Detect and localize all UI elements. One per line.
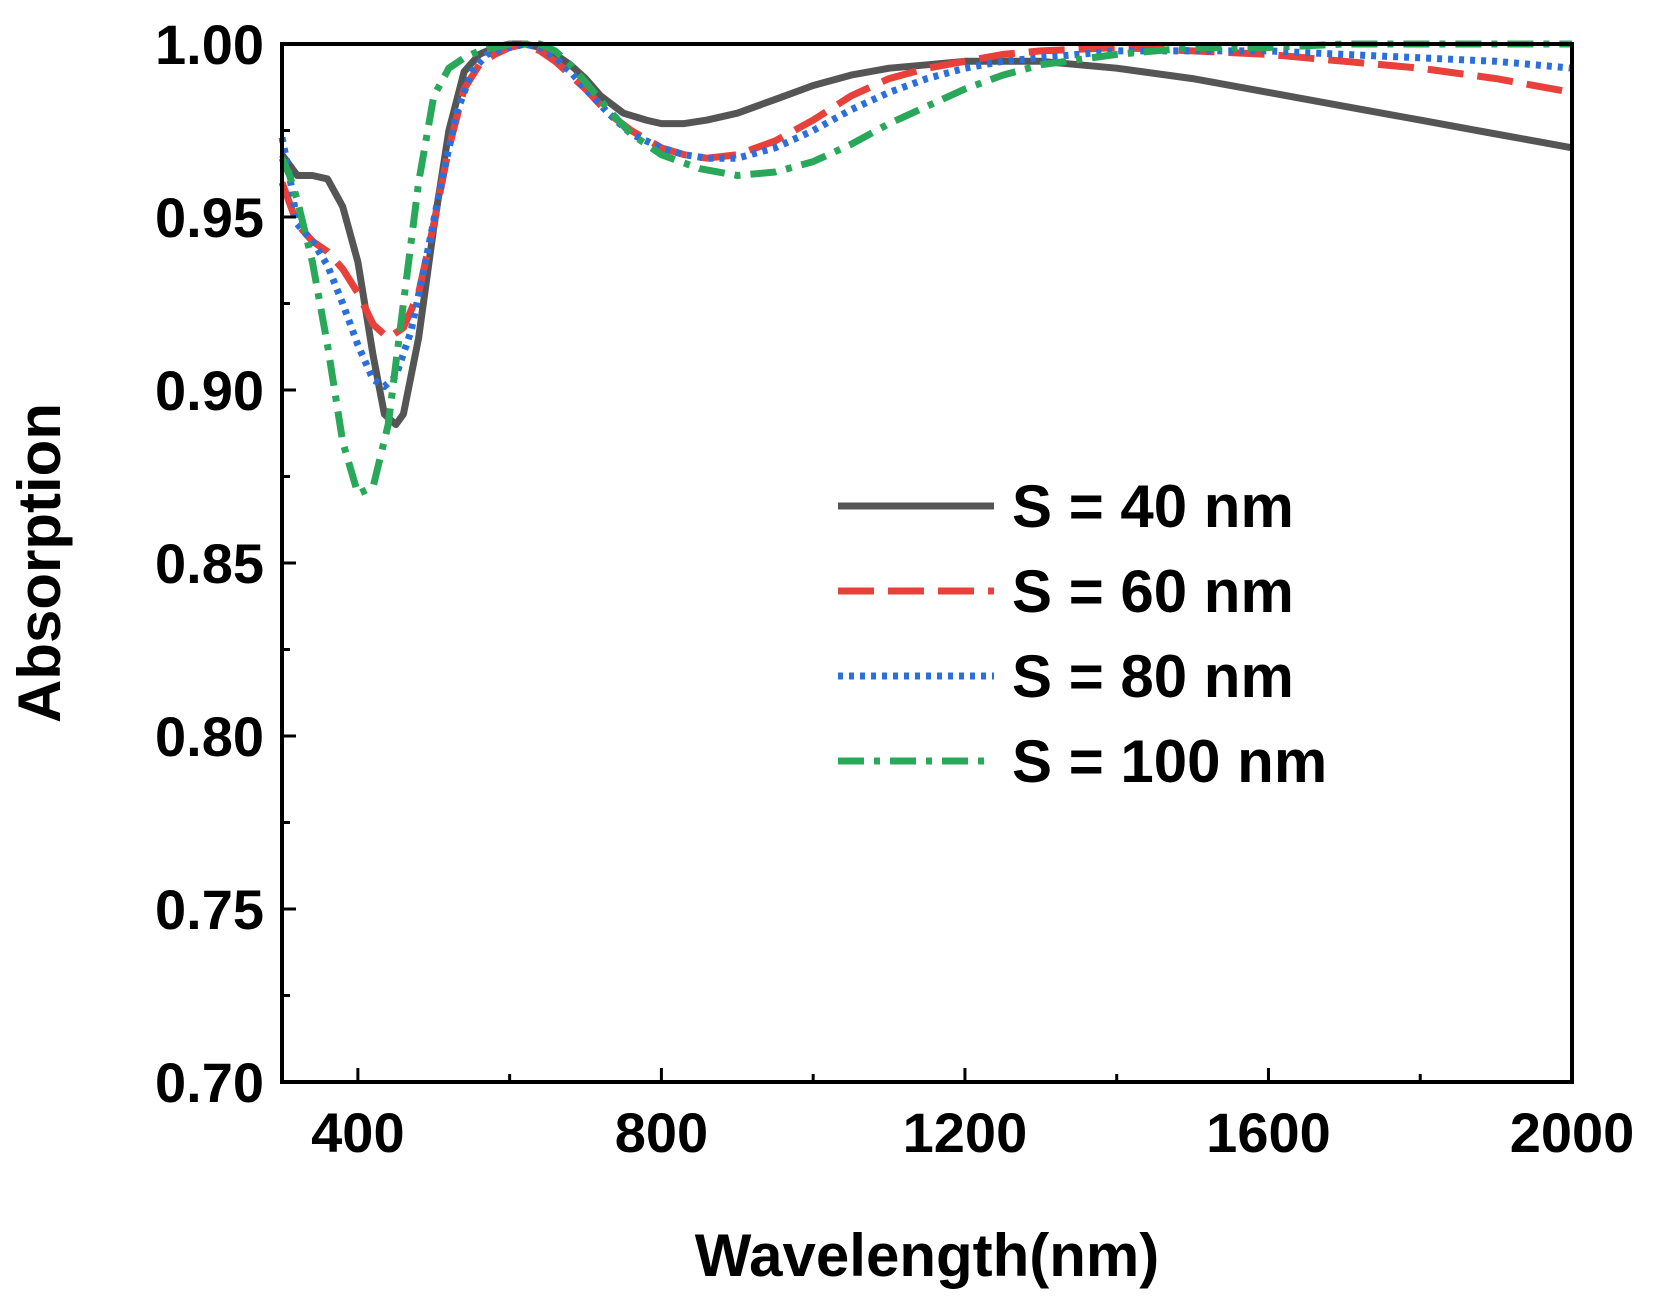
legend-label-2: S = 60 nm <box>1012 558 1294 625</box>
x-tick-label: 1600 <box>1206 1101 1331 1164</box>
x-tick-label: 2000 <box>1510 1101 1635 1164</box>
y-axis-title: Absorption <box>6 403 73 723</box>
y-axis-ticks: 0.70 0.75 0.80 0.85 0.90 0.95 1.00 <box>155 13 296 1114</box>
y-tick-label: 0.70 <box>155 1051 264 1114</box>
legend-label-1: S = 40 nm <box>1012 473 1294 540</box>
series-line-2 <box>278 40 1573 342</box>
series-curves <box>278 40 1573 498</box>
x-axis-ticks: 400 800 1200 1600 2000 <box>311 1068 1634 1164</box>
legend: S = 40 nm S = 60 nm S = 80 nm S = 100 nm <box>838 473 1327 795</box>
legend-label-4: S = 100 nm <box>1012 728 1327 795</box>
series-line-4 <box>278 40 1572 498</box>
y-tick-label: 1.00 <box>155 13 264 76</box>
y-tick-label: 0.85 <box>155 532 264 595</box>
series-line-3 <box>278 40 1573 390</box>
series-line-1 <box>279 40 1573 429</box>
y-tick-label: 0.95 <box>155 186 264 249</box>
x-tick-label: 1200 <box>903 1101 1028 1164</box>
y-tick-label: 0.90 <box>155 359 264 422</box>
x-tick-label: 400 <box>311 1101 404 1164</box>
x-tick-label: 800 <box>615 1101 708 1164</box>
plot-frame <box>280 42 1574 1084</box>
y-tick-label: 0.75 <box>155 878 264 941</box>
x-axis-title: Wavelength(nm) <box>695 1222 1159 1289</box>
legend-label-3: S = 80 nm <box>1012 643 1294 710</box>
y-tick-label: 0.80 <box>155 705 264 768</box>
